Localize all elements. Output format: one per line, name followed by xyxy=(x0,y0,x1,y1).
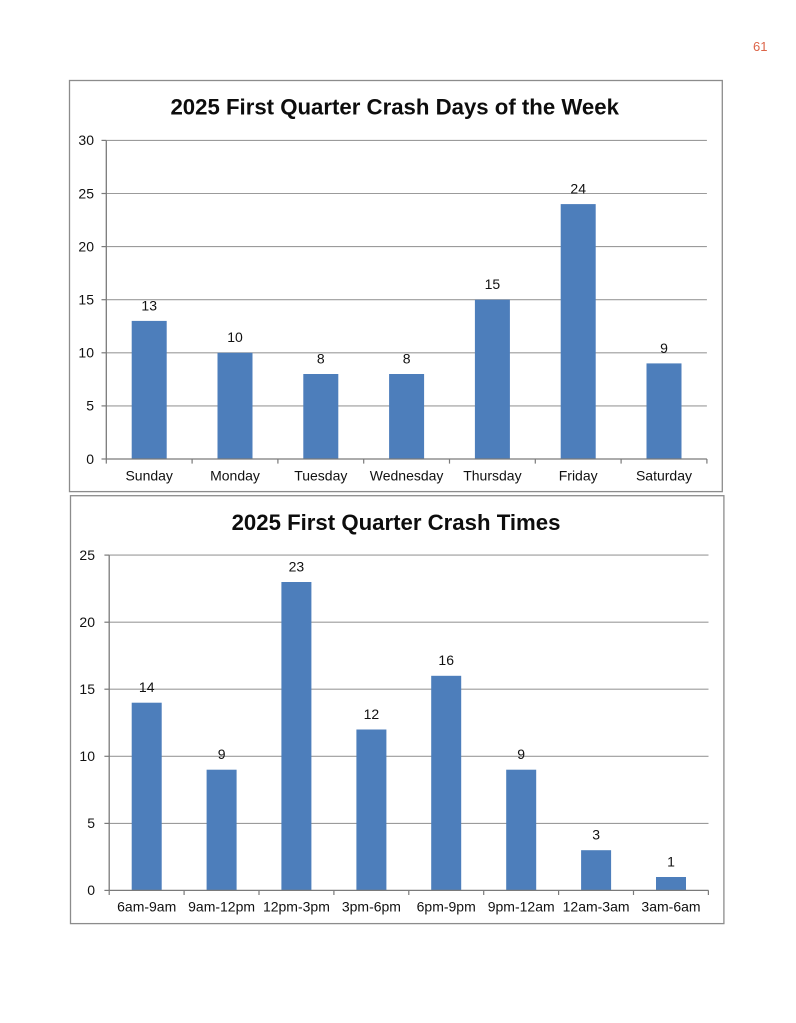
svg-text:1: 1 xyxy=(667,853,675,869)
svg-text:Tuesday: Tuesday xyxy=(294,467,347,483)
svg-text:15: 15 xyxy=(78,292,94,308)
svg-text:10: 10 xyxy=(79,748,95,764)
svg-text:12: 12 xyxy=(364,706,380,722)
svg-text:3pm-6pm: 3pm-6pm xyxy=(342,899,401,915)
svg-text:13: 13 xyxy=(141,297,157,313)
svg-text:16: 16 xyxy=(438,652,454,668)
svg-text:0: 0 xyxy=(86,451,94,467)
svg-text:9: 9 xyxy=(218,746,226,762)
svg-text:0: 0 xyxy=(87,882,95,898)
svg-text:10: 10 xyxy=(78,345,94,361)
svg-text:Sunday: Sunday xyxy=(125,467,172,483)
svg-text:20: 20 xyxy=(78,238,94,254)
svg-text:9: 9 xyxy=(517,746,525,762)
svg-text:2025 First Quarter Crash Times: 2025 First Quarter Crash Times xyxy=(232,510,561,535)
svg-text:25: 25 xyxy=(79,547,95,563)
svg-text:Thursday: Thursday xyxy=(463,467,521,483)
svg-text:10: 10 xyxy=(227,329,243,345)
svg-text:3am-6am: 3am-6am xyxy=(641,899,700,915)
svg-text:Wednesday: Wednesday xyxy=(370,467,444,483)
svg-text:6pm-9pm: 6pm-9pm xyxy=(417,899,476,915)
svg-text:14: 14 xyxy=(139,679,155,695)
svg-text:61: 61 xyxy=(753,39,767,54)
svg-text:12pm-3pm: 12pm-3pm xyxy=(263,899,330,915)
svg-text:9am-12pm: 9am-12pm xyxy=(188,899,255,915)
svg-text:6am-9am: 6am-9am xyxy=(117,899,176,915)
svg-text:15: 15 xyxy=(485,276,501,292)
svg-text:Saturday: Saturday xyxy=(636,467,692,483)
svg-text:15: 15 xyxy=(79,681,95,697)
svg-text:Monday: Monday xyxy=(210,467,260,483)
svg-text:5: 5 xyxy=(87,815,95,831)
svg-text:24: 24 xyxy=(570,181,586,197)
svg-text:3: 3 xyxy=(592,827,600,843)
svg-text:5: 5 xyxy=(86,398,94,414)
svg-text:23: 23 xyxy=(289,558,305,574)
svg-text:12am-3am: 12am-3am xyxy=(563,899,630,915)
svg-text:2025 First Quarter Crash Days: 2025 First Quarter Crash Days of the Wee… xyxy=(170,95,619,120)
svg-text:Friday: Friday xyxy=(559,467,598,483)
svg-text:8: 8 xyxy=(403,350,411,366)
svg-text:20: 20 xyxy=(79,614,95,630)
svg-text:9: 9 xyxy=(660,340,668,356)
svg-text:25: 25 xyxy=(78,185,94,201)
svg-text:9pm-12am: 9pm-12am xyxy=(488,899,555,915)
svg-text:30: 30 xyxy=(78,132,94,148)
svg-text:8: 8 xyxy=(317,350,325,366)
